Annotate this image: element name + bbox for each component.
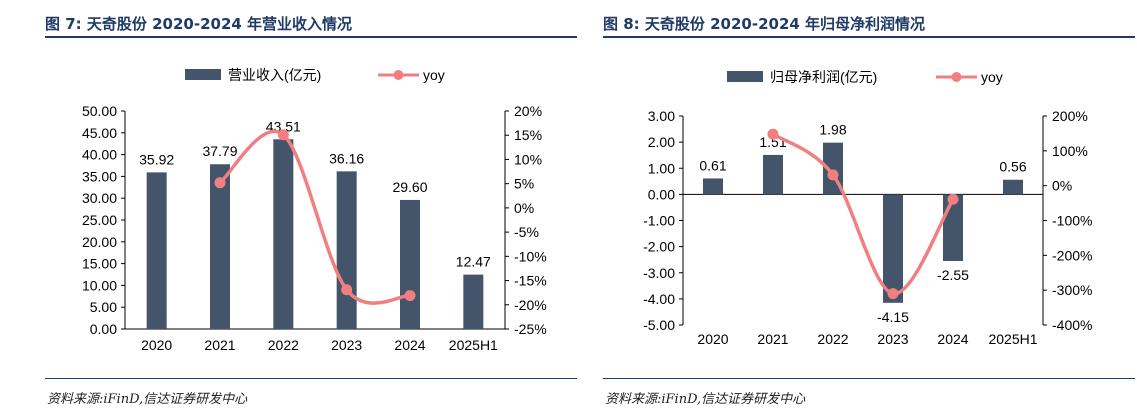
yoy-marker (767, 128, 779, 140)
category-label: 2021 (204, 337, 235, 353)
category-label: 2023 (877, 331, 908, 347)
category-label: 2020 (141, 337, 172, 353)
left-tick-label: 15.00 (82, 256, 117, 272)
left-tick-label: -2.00 (643, 239, 675, 255)
right-tick-label: -100% (1052, 213, 1092, 229)
bar (273, 139, 294, 329)
bar (336, 171, 357, 329)
source-rule (45, 378, 577, 379)
yoy-line (218, 129, 411, 305)
data-label: 37.79 (202, 143, 237, 159)
right-tick-label: 0% (514, 200, 534, 216)
category-label: 2022 (268, 337, 299, 353)
left-tick-label: 2.00 (648, 134, 675, 150)
right-tick-label: -25% (514, 321, 547, 337)
left-tick-label: 50.00 (82, 103, 117, 119)
category-label: 2024 (394, 337, 425, 353)
legend-line-label: yoy (981, 69, 1003, 85)
right-tick-label: -20% (514, 297, 547, 313)
right-tick-label: 20% (514, 103, 542, 119)
left-tick-label: 10.00 (82, 277, 117, 293)
legend-bar-swatch (727, 71, 763, 82)
left-tick-label: -4.00 (643, 291, 675, 307)
source-rule (603, 378, 1135, 379)
category-label: 2021 (757, 331, 788, 347)
right-tick-label: -10% (514, 248, 547, 264)
right-tick-label: 5% (514, 176, 534, 192)
data-label: -2.55 (937, 267, 969, 283)
right-tick-label: -400% (1052, 317, 1092, 333)
data-label: 29.60 (392, 179, 427, 195)
category-label: 2022 (817, 331, 848, 347)
left-tick-label: 0.00 (648, 186, 675, 202)
data-label: 1.98 (819, 122, 846, 138)
title-rule (603, 36, 1135, 38)
category-label: 2023 (331, 337, 362, 353)
data-label: 0.56 (999, 159, 1026, 175)
bar (703, 178, 723, 195)
bar (400, 199, 420, 329)
net-profit-chart: -5.00 -4.00 -3.00 -2.00 -1.00 0.00 1.00 2.00 3.0… (643, 69, 1092, 347)
right-tick-label: -15% (514, 273, 547, 289)
data-label: 0.61 (699, 157, 726, 173)
left-tick-label: -1.00 (643, 213, 675, 229)
category-label: 2024 (937, 331, 968, 347)
bar (763, 154, 783, 195)
left-tick-label: 0.00 (90, 321, 117, 337)
bar (1003, 179, 1023, 195)
left-tick-label: 35.00 (82, 168, 117, 184)
figure-title-revenue: 图 7: 天奇股份 2020-2024 年营业收入情况 (45, 15, 353, 33)
yoy-marker (947, 193, 959, 205)
category-label: 2020 (697, 331, 728, 347)
figure-title-net-profit: 图 8: 天奇股份 2020-2024 年归母净利润情况 (603, 15, 926, 33)
right-tick-label: -5% (514, 224, 539, 240)
data-label: 35.92 (139, 151, 174, 167)
data-label: 12.47 (456, 254, 491, 270)
legend-line-marker (393, 70, 404, 80)
left-tick-label: 5.00 (90, 299, 117, 315)
left-tick-label: 30.00 (82, 190, 117, 206)
right-tick-label: -300% (1052, 282, 1092, 298)
legend-bar-swatch (185, 69, 221, 80)
bar (146, 172, 167, 329)
bar (210, 164, 230, 329)
left-tick-label: -3.00 (643, 265, 675, 281)
yoy-marker (404, 290, 416, 302)
yoy-marker (887, 288, 899, 300)
yoy-line (772, 132, 955, 296)
yoy-marker (214, 177, 226, 189)
right-tick-label: 15% (514, 127, 542, 143)
yoy-marker (827, 169, 839, 181)
bar (463, 274, 484, 329)
left-tick-label: 20.00 (82, 234, 117, 250)
data-label: -4.15 (877, 309, 909, 325)
category-label: 2025H1 (988, 331, 1037, 347)
left-tick-label: 3.00 (648, 108, 675, 124)
legend-bar-label: 归母净利润(亿元) (770, 69, 877, 85)
data-label: 36.16 (329, 150, 364, 166)
left-tick-label: -5.00 (643, 317, 675, 333)
left-tick-label: 45.00 (82, 125, 117, 141)
right-tick-label: 0% (1052, 178, 1072, 194)
right-tick-label: -200% (1052, 247, 1092, 263)
source-note-revenue: 资料来源:iFinD,信达证券研发中心 (47, 392, 248, 407)
title-rule (45, 36, 577, 38)
left-tick-label: 1.00 (648, 160, 675, 176)
legend-bar-label: 营业收入(亿元) (228, 67, 321, 83)
left-tick-label: 40.00 (82, 147, 117, 163)
category-label: 2025H1 (449, 337, 498, 353)
legend-line-label: yoy (423, 67, 445, 83)
revenue-chart: 0.00 5.00 10.00 15.00 20.00 25.00 30.00 35.00 40… (82, 67, 547, 353)
yoy-marker (341, 284, 353, 296)
left-tick-label: 25.00 (82, 212, 117, 228)
legend-line-marker (951, 72, 962, 82)
yoy-marker (277, 129, 289, 141)
right-tick-label: 10% (514, 151, 542, 167)
right-tick-label: 100% (1052, 143, 1088, 159)
bar (883, 194, 903, 303)
right-tick-label: 200% (1052, 108, 1088, 124)
source-note-net-profit: 资料来源:iFinD,信达证券研发中心 (605, 392, 806, 407)
